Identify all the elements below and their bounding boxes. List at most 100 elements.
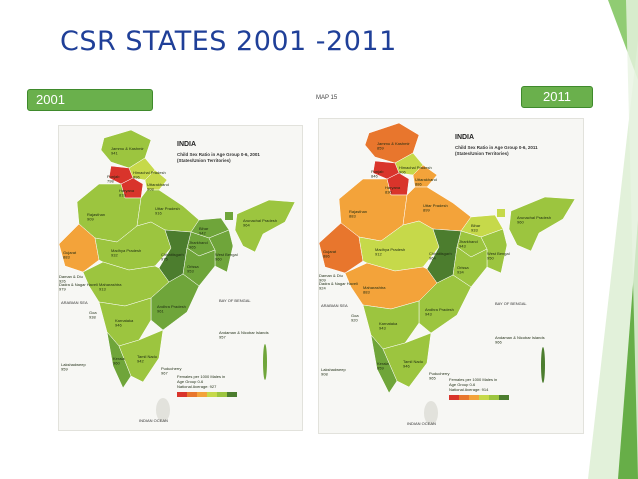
state-label-uk: Uttarakhand xyxy=(147,182,169,187)
state-label-rj: Rajasthan xyxy=(87,212,105,217)
state-label-ap-value: 961 xyxy=(157,309,164,314)
state-label-ap: Andhra Pradesh xyxy=(425,307,454,312)
state-label-ld-value: 908 xyxy=(321,372,328,377)
state-tn xyxy=(382,332,432,388)
state-label-ct: Chhattisgarh xyxy=(429,251,452,256)
state-label-py-value: 967 xyxy=(161,371,168,376)
state-label-mh: Maharashtra xyxy=(99,282,122,287)
state-label-gj: Gujarat xyxy=(323,249,337,254)
state-label-up: Uttar Pradesh xyxy=(155,206,180,211)
state-label-ne: Arunachal Pradesh xyxy=(243,218,277,223)
state-label-py: Puducherry xyxy=(161,366,181,371)
state-label-gj-value: 883 xyxy=(63,255,70,260)
state-label-up-value: 916 xyxy=(155,211,162,216)
sea-west-label: ARABIAN SEA xyxy=(61,300,88,305)
state-label-wb-value: 960 xyxy=(215,257,222,262)
state-label-up-value: 899 xyxy=(423,208,430,213)
state-label-hr-value: 830 xyxy=(385,190,392,195)
state-label-an-value: 966 xyxy=(495,340,502,345)
legend-title: Females per 1000 Males in xyxy=(177,374,225,379)
state-label-mp: Madhya Pradesh xyxy=(375,247,405,252)
legend-swatch-1 xyxy=(449,395,459,400)
state-label-ne-value: 960 xyxy=(517,220,524,225)
state-label-gj: Gujarat xyxy=(63,250,77,255)
state-label-ap: Andhra Pradesh xyxy=(157,304,186,309)
state-label-an-value: 957 xyxy=(219,335,226,340)
india-map-2001-svg: INDIA Child Sex Ratio in Age Group 0-6, … xyxy=(59,126,302,430)
legend-swatch-4 xyxy=(479,395,489,400)
label-2001: 2001 xyxy=(27,89,153,111)
map-heading: INDIA xyxy=(177,141,196,148)
legend-title: Females per 1000 Males in xyxy=(449,377,497,382)
state-label-tn: Tamil Nadu xyxy=(137,354,157,359)
state-label-wb: West Bengal xyxy=(487,251,510,256)
legend-swatch-1 xyxy=(177,392,187,397)
decorative-triangles xyxy=(588,0,638,479)
state-label-jh-value: 943 xyxy=(459,244,466,249)
state-label-bh: Bihar xyxy=(471,223,481,228)
map-subtitle-2: (States/Union Territories) xyxy=(177,158,231,163)
map-2001: INDIA Child Sex Ratio in Age Group 0-6, … xyxy=(58,125,303,431)
state-label-rj: Rajasthan xyxy=(349,209,367,214)
ocean-label: INDIAN OCEAN xyxy=(407,421,436,426)
slide-title: CSR STATES 2001 -2011 xyxy=(60,26,397,57)
state-label-jk-value: 941 xyxy=(111,151,118,156)
state-label-mp-value: 932 xyxy=(111,253,118,258)
state-label-ct-value: 964 xyxy=(429,256,436,261)
state-label-pb: Punjab xyxy=(371,169,384,174)
state-label-jk: Jammu & Kashmir xyxy=(111,146,144,151)
srilanka xyxy=(424,401,438,425)
legend-swatch-6 xyxy=(227,392,237,397)
state-label-kl: Kerala xyxy=(113,356,125,361)
state-label-mp-value: 912 xyxy=(375,252,382,257)
state-label-rj-value: 909 xyxy=(87,217,94,222)
state-label-py-value: 965 xyxy=(429,376,436,381)
state-label-kl-value: 959 xyxy=(377,366,384,371)
state-label-an: Andaman & Nicobar Islands xyxy=(219,330,269,335)
state-label-hp: Himachal Pradesh xyxy=(133,170,166,175)
legend-swatch-5 xyxy=(217,392,227,397)
state-label-kl: Kerala xyxy=(377,361,389,366)
state-label-pb: Punjab xyxy=(107,174,120,179)
state-label-ga: Goa xyxy=(351,313,359,318)
state-label-jh: Jharkhand xyxy=(459,239,478,244)
state-label-jh-value: 965 xyxy=(189,245,196,250)
state-label-ap-value: 943 xyxy=(425,312,432,317)
andaman-islands xyxy=(541,347,545,383)
state-label-or-value: 934 xyxy=(457,270,464,275)
state-label-uk-value: 908 xyxy=(147,187,154,192)
state-label-dd: Daman & Diu xyxy=(59,274,83,279)
state-label-ka-value: 943 xyxy=(379,326,386,331)
state-ap xyxy=(150,273,200,331)
state-label-ka: Karnataka xyxy=(379,321,398,326)
legend-swatch-4 xyxy=(207,392,217,397)
map-2011: INDIA Child Sex Ratio in Age Group 0-6, … xyxy=(318,118,584,434)
state-label-or: Orissa xyxy=(457,265,469,270)
